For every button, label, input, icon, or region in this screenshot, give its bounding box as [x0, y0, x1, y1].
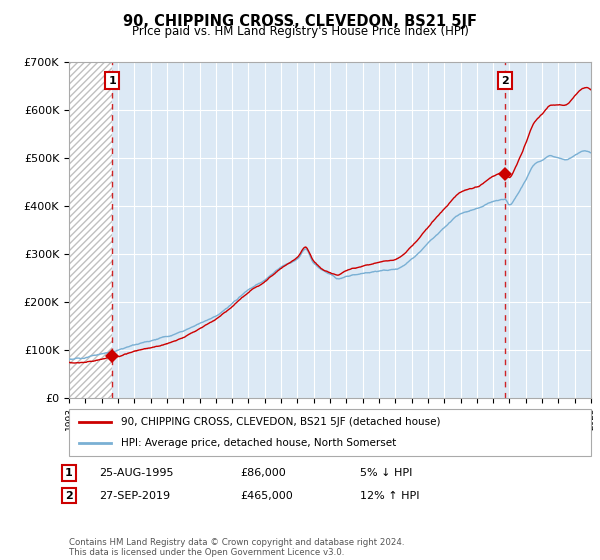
Text: 27-SEP-2019: 27-SEP-2019 — [99, 491, 170, 501]
Text: 90, CHIPPING CROSS, CLEVEDON, BS21 5JF (detached house): 90, CHIPPING CROSS, CLEVEDON, BS21 5JF (… — [121, 417, 440, 427]
Text: 25-AUG-1995: 25-AUG-1995 — [99, 468, 173, 478]
Text: 90, CHIPPING CROSS, CLEVEDON, BS21 5JF: 90, CHIPPING CROSS, CLEVEDON, BS21 5JF — [123, 14, 477, 29]
Text: 5% ↓ HPI: 5% ↓ HPI — [360, 468, 412, 478]
Text: HPI: Average price, detached house, North Somerset: HPI: Average price, detached house, Nort… — [121, 438, 397, 448]
Text: 1: 1 — [108, 76, 116, 86]
Text: Price paid vs. HM Land Registry's House Price Index (HPI): Price paid vs. HM Land Registry's House … — [131, 25, 469, 38]
Text: 2: 2 — [502, 76, 509, 86]
Text: Contains HM Land Registry data © Crown copyright and database right 2024.
This d: Contains HM Land Registry data © Crown c… — [69, 538, 404, 557]
Text: 12% ↑ HPI: 12% ↑ HPI — [360, 491, 419, 501]
Polygon shape — [69, 62, 112, 398]
Text: £465,000: £465,000 — [240, 491, 293, 501]
Text: 2: 2 — [65, 491, 73, 501]
FancyBboxPatch shape — [69, 409, 591, 456]
Text: £86,000: £86,000 — [240, 468, 286, 478]
Text: 1: 1 — [65, 468, 73, 478]
